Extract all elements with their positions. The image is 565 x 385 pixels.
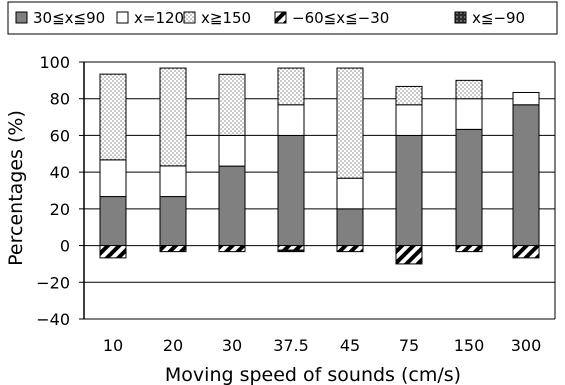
bar-2-1 [159,165,187,198]
bar-4-4 [336,245,364,253]
bar-5-3 [277,249,305,253]
x-tick-label: 20 [163,336,183,355]
bar-2-4 [336,177,364,210]
bar-3-6 [455,79,483,100]
bar-4-7 [512,245,540,259]
legend-swatch-1 [15,11,28,24]
bar-2-7 [512,91,540,106]
x-tick-label: 75 [399,336,419,355]
legend-label-2: x=120 [134,9,184,27]
x-tick-label: 37.5 [273,336,309,355]
x-tick-label: 300 [511,336,542,355]
bar-1-6 [455,128,483,247]
bar-1-1 [159,196,187,247]
legend-swatch-4 [274,11,287,24]
bar-1-2 [218,165,246,247]
bar-1-5 [395,134,423,247]
bar-2-5 [395,104,423,136]
bar-1-7 [512,104,540,247]
bar-2-3 [277,104,305,136]
x-tick-label: 30 [222,336,242,355]
bar-2-2 [218,134,246,167]
bar-4-0 [99,245,127,259]
legend-swatch-2 [116,11,129,24]
y-axis-label: Percentages (%) [5,110,27,266]
legend-label-3: x≧150 [201,9,251,27]
y-tick-label: −40 [36,310,70,329]
y-tick-label: 40 [50,163,70,182]
x-tick-label: 10 [103,336,123,355]
legend-label-1: 30≦x≦90 [33,9,105,27]
bar-2-0 [99,159,127,198]
x-axis-label: Moving speed of sounds (cm/s) [165,364,461,385]
y-tick-label: −20 [36,273,70,292]
bar-4-2 [218,245,246,253]
y-tick-label: 100 [39,53,70,72]
x-tick-label: 150 [454,336,485,355]
y-tick-label: 80 [50,90,70,109]
y-tick-label: 0 [60,237,70,256]
bar-3-4 [336,67,364,179]
legend-label-5: x≦−90 [472,9,525,27]
bar-4-6 [455,245,483,253]
bar-3-0 [99,73,127,161]
bar-1-0 [99,196,127,247]
bar-1-3 [277,134,305,247]
bar-1-4 [336,208,364,247]
bar-3-5 [395,85,423,106]
bar-3-3 [277,67,305,106]
bar-3-1 [159,67,187,167]
bar-4-3 [277,245,305,251]
gridlines [84,61,555,283]
legend: 30≦x≦90 x=120 x≧150 −60≦x≦−30 x≦−90 [7,1,558,35]
bars [99,67,540,265]
y-tick-label: 20 [50,200,70,219]
legend-swatch-5 [454,11,467,24]
bar-2-6 [455,98,483,130]
axes: −40 −20 0 20 40 60 80 100 10 20 30 37.5 45 75 150 300 [36,53,556,355]
bar-3-2 [218,73,246,136]
legend-swatch-3 [183,11,196,24]
y-tick-label: 60 [50,126,70,145]
x-tick-label: 45 [340,336,360,355]
bar-4-1 [159,245,187,253]
legend-label-4: −60≦x≦−30 [292,9,389,27]
bar-4-5 [395,245,423,265]
